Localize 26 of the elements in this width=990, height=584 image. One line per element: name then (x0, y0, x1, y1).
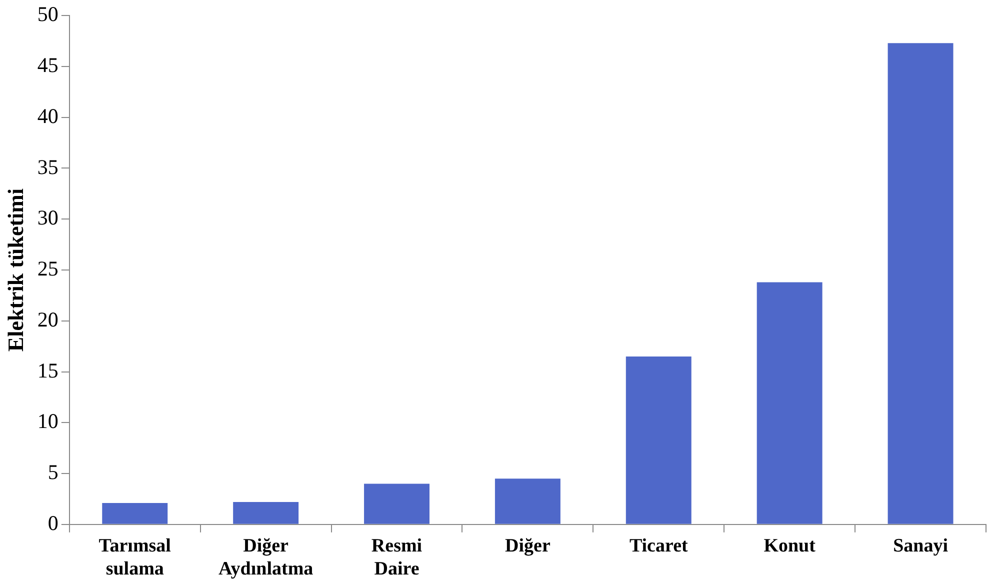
x-tick-label: Konut (764, 536, 816, 557)
x-tick-label: Resmi Daire (371, 536, 422, 580)
x-tick-label: Tarımsal sulama (98, 536, 171, 580)
bar (888, 43, 954, 524)
y-tick-label: 0 (48, 510, 58, 535)
bar (494, 478, 560, 524)
y-tick-label: 40 (37, 104, 58, 128)
bar (102, 503, 168, 524)
bar (364, 484, 430, 524)
y-tick-label: 15 (37, 358, 58, 382)
x-tick-label: Diğer Aydınlatma (218, 536, 314, 580)
bar (233, 502, 299, 524)
bar (626, 356, 692, 524)
bar (756, 282, 822, 524)
y-axis-title: Elektrik tüketimi (2, 188, 28, 352)
y-tick-label: 10 (37, 409, 58, 434)
y-tick-label: 5 (48, 460, 58, 484)
x-tick-label: Diğer (505, 536, 551, 557)
y-tick-label: 50 (37, 2, 58, 26)
x-tick-label: Ticaret (629, 536, 689, 557)
y-tick-label: 30 (37, 206, 58, 230)
y-tick-label: 20 (37, 307, 58, 332)
y-tick-label: 45 (37, 52, 58, 77)
y-tick-label: 35 (37, 154, 58, 179)
y-tick-label: 25 (37, 256, 58, 281)
x-tick-label: Sanayi (893, 536, 948, 557)
